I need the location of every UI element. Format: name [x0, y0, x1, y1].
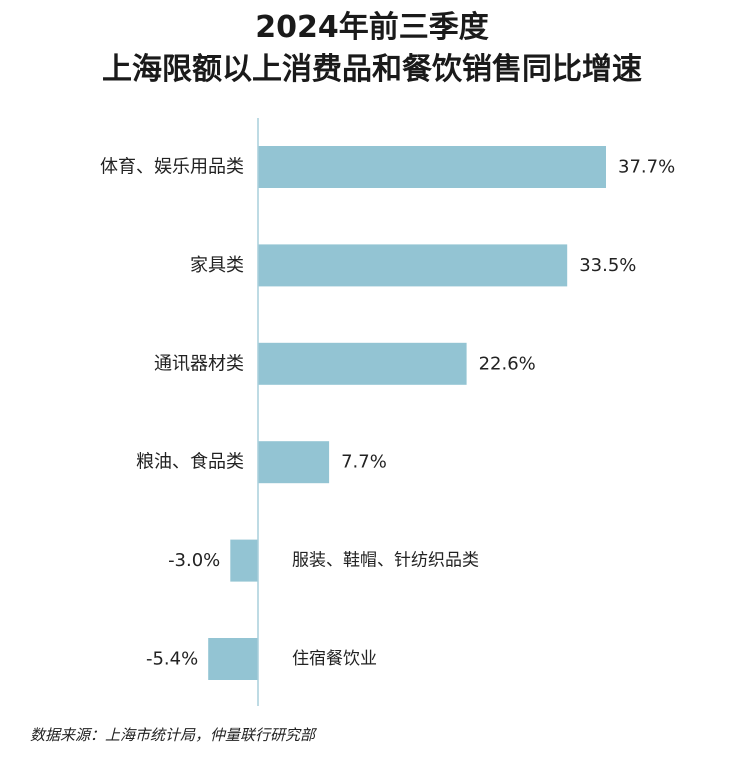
bar — [230, 539, 258, 582]
data-label: 22.6% — [479, 353, 536, 374]
data-label: -3.0% — [168, 550, 220, 571]
chart-title-line-1: 2024年前三季度 — [255, 10, 489, 45]
bar — [258, 441, 330, 484]
bar — [208, 638, 258, 680]
bar-chart: 体育、娱乐用品类 37.7% 家具类 33.5% 通讯器材类 22.6% 粮油、食品类 7.7… — [100, 118, 675, 706]
category-label: 住宿餐饮业 — [292, 649, 377, 669]
category-label: 服装、鞋帽、针纺织品类 — [292, 551, 479, 571]
bar — [258, 342, 467, 385]
data-label: 7.7% — [341, 452, 387, 473]
category-label: 通讯器材类 — [154, 353, 244, 374]
bar — [258, 244, 568, 287]
chart-title-line-2: 上海限额以上消费品和餐饮销售同比增速 — [102, 52, 642, 87]
category-label: 粮油、食品类 — [136, 452, 244, 473]
data-source-note: 数据来源：上海市统计局，仲量联行研究部 — [30, 726, 316, 744]
bar — [258, 146, 606, 188]
data-label: -5.4% — [146, 649, 198, 670]
data-label: 33.5% — [579, 255, 636, 276]
data-label: 37.7% — [618, 157, 675, 178]
category-label: 体育、娱乐用品类 — [100, 157, 244, 178]
category-label: 家具类 — [190, 255, 244, 276]
